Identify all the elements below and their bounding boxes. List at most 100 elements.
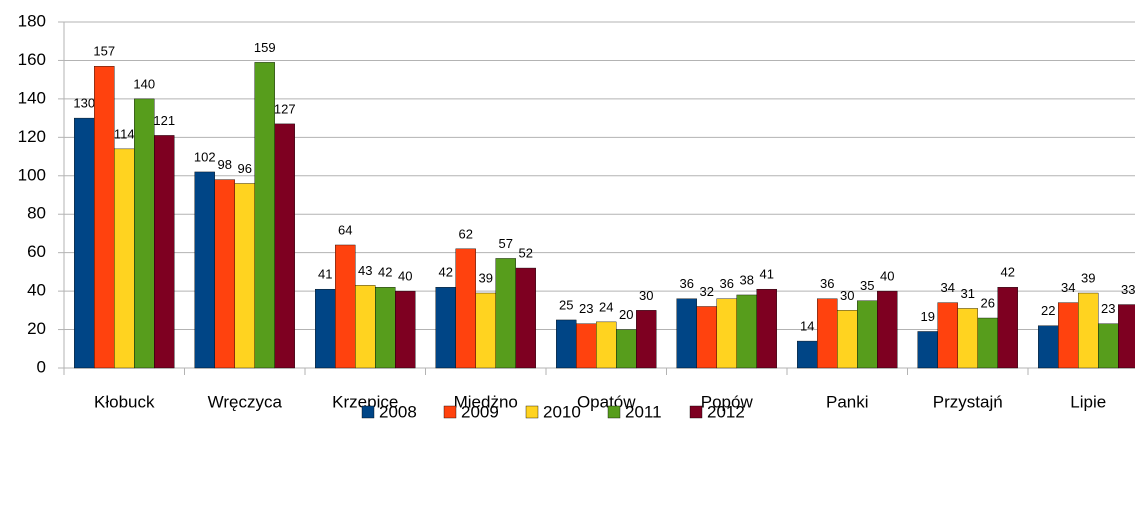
x-tick-label: Panki <box>826 392 869 411</box>
value-label: 127 <box>274 101 296 116</box>
value-label: 114 <box>114 126 135 141</box>
y-tick-label: 160 <box>18 50 46 69</box>
bar <box>315 288 336 369</box>
value-label: 26 <box>981 295 995 310</box>
bar <box>495 258 516 369</box>
bar <box>395 290 416 369</box>
y-tick-label: 60 <box>27 242 46 261</box>
bar <box>455 248 476 369</box>
value-label: 40 <box>398 269 412 284</box>
bar <box>1118 304 1135 369</box>
value-label: 36 <box>680 276 694 291</box>
bar <box>194 171 215 369</box>
value-label: 14 <box>800 319 814 334</box>
value-label: 140 <box>133 76 155 91</box>
bar <box>154 135 175 369</box>
bar <box>636 310 657 369</box>
x-tick-label: Opatów <box>577 392 636 411</box>
value-label: 102 <box>194 149 216 164</box>
bar <box>676 298 697 369</box>
bar <box>857 300 878 369</box>
bar <box>917 331 938 369</box>
x-tick-label: Kłobuck <box>94 392 155 411</box>
value-label: 42 <box>439 265 453 280</box>
x-tick-label: Krzepice <box>332 392 398 411</box>
bar <box>817 298 838 369</box>
value-label: 62 <box>459 226 473 241</box>
bar <box>335 244 356 369</box>
value-label: 35 <box>860 278 874 293</box>
value-label: 22 <box>1041 303 1055 318</box>
value-label: 39 <box>479 270 493 285</box>
bar <box>515 267 536 369</box>
legend-swatch <box>525 405 539 419</box>
value-label: 30 <box>840 288 854 303</box>
value-label: 23 <box>1101 301 1115 316</box>
bar <box>957 308 978 369</box>
value-label: 23 <box>579 301 593 316</box>
legend-swatch <box>689 405 703 419</box>
y-tick-label: 20 <box>27 319 46 338</box>
value-label: 98 <box>218 157 232 172</box>
value-label: 36 <box>720 276 734 291</box>
bar <box>254 62 275 369</box>
x-tick-label: Wręczyca <box>208 392 283 411</box>
value-label: 40 <box>880 269 894 284</box>
value-label: 52 <box>519 245 533 260</box>
value-label: 32 <box>700 284 714 299</box>
bar <box>576 323 597 369</box>
value-label: 19 <box>921 309 935 324</box>
bar <box>1078 292 1099 369</box>
x-tick-label: Lipie <box>1070 392 1106 411</box>
value-label: 41 <box>760 267 774 282</box>
value-label: 25 <box>559 297 573 312</box>
value-label: 41 <box>318 267 332 282</box>
bar <box>1038 325 1059 369</box>
bar <box>736 294 757 369</box>
value-label: 34 <box>941 280 955 295</box>
bar <box>977 317 998 369</box>
legend-label: 2012 <box>707 402 745 421</box>
bar <box>234 183 255 369</box>
x-tick-label: Przystajń <box>933 392 1003 411</box>
legend-label: 2008 <box>379 402 417 421</box>
value-label: 39 <box>1081 270 1095 285</box>
value-label: 36 <box>820 276 834 291</box>
x-tick-label: Popów <box>701 392 754 411</box>
value-label: 31 <box>961 286 975 301</box>
value-label: 30 <box>639 288 653 303</box>
bar <box>937 302 958 369</box>
value-label: 42 <box>378 265 392 280</box>
value-label: 43 <box>358 263 372 278</box>
y-tick-label: 120 <box>18 127 46 146</box>
legend-swatch <box>361 405 375 419</box>
bar <box>837 310 858 369</box>
y-tick-label: 80 <box>27 204 46 223</box>
bar <box>556 319 577 369</box>
legend-label: 2010 <box>543 402 581 421</box>
bar <box>274 123 295 369</box>
bar <box>596 321 617 369</box>
y-tick-label: 40 <box>27 281 46 300</box>
bar <box>74 117 95 369</box>
bar <box>877 290 898 369</box>
bar <box>1058 302 1079 369</box>
bar <box>1098 323 1119 369</box>
value-label: 64 <box>338 222 352 237</box>
value-label: 130 <box>73 96 95 111</box>
value-label: 24 <box>599 299 613 314</box>
bar <box>94 66 115 369</box>
bar <box>716 298 737 369</box>
value-label: 57 <box>499 236 513 251</box>
value-label: 159 <box>254 40 276 55</box>
y-tick-label: 100 <box>18 165 46 184</box>
y-tick-label: 140 <box>18 88 46 107</box>
bar <box>696 306 717 369</box>
bar <box>375 287 396 369</box>
value-label: 121 <box>153 113 175 128</box>
bar <box>114 148 135 369</box>
y-tick-label: 180 <box>18 11 46 30</box>
legend-swatch <box>443 405 457 419</box>
value-label: 96 <box>238 161 252 176</box>
